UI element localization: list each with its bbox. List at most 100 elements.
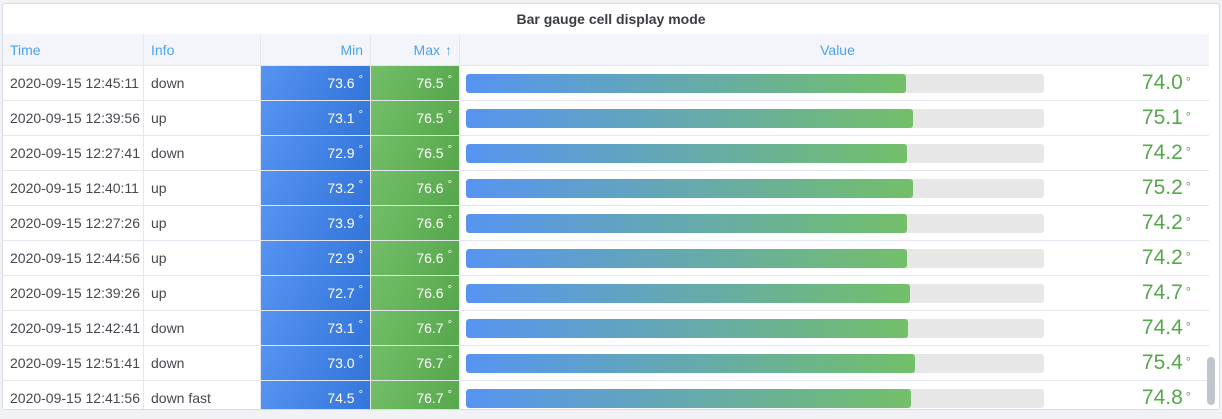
bar-gauge-fill (466, 213, 907, 233)
min-value: 73.0 (327, 355, 355, 371)
min-cell: 73.0 ° (261, 346, 371, 380)
bar-gauge-track (466, 318, 1044, 338)
degree-unit: ° (447, 144, 452, 156)
bar-gauge-fill (466, 318, 909, 338)
min-value: 73.2 (327, 180, 355, 196)
info-cell: up (144, 206, 261, 240)
table-row: 2020-09-15 12:42:41 down 73.1 ° 76.7 ° 74.… (3, 311, 1209, 346)
degree-unit: ° (358, 249, 363, 261)
value-number: 74.4 (1141, 316, 1183, 339)
max-value: 76.7 (416, 320, 444, 336)
value-cell: 75.4 ° (460, 346, 1209, 380)
vertical-scrollbar-thumb[interactable] (1207, 357, 1215, 405)
column-header-label: Value (820, 41, 855, 58)
degree-unit: ° (447, 354, 452, 366)
value-text: 74.7 ° (1044, 281, 1209, 305)
value-number: 74.2 (1141, 246, 1183, 269)
value-text: 75.1 ° (1044, 106, 1209, 130)
column-header-label: Min (340, 41, 363, 58)
max-cell: 76.6 ° (371, 276, 460, 310)
value-text: 74.0 ° (1044, 71, 1209, 95)
info-cell: down (144, 136, 261, 170)
bar-gauge-track (466, 283, 1044, 303)
max-cell: 76.6 ° (371, 206, 460, 240)
min-cell: 73.6 ° (261, 66, 371, 100)
degree-unit: ° (358, 179, 363, 191)
degree-unit: ° (447, 389, 452, 401)
min-cell: 73.9 ° (261, 206, 371, 240)
min-value: 74.5 (327, 390, 355, 406)
table-row: 2020-09-15 12:40:11 up 73.2 ° 76.6 ° 75.2 ° (3, 171, 1209, 206)
column-header-max[interactable]: Max ↑ (371, 34, 460, 65)
min-value: 73.1 (327, 110, 355, 126)
min-value: 73.9 (327, 215, 355, 231)
bar-gauge-fill (466, 248, 907, 268)
min-cell: 72.9 ° (261, 136, 371, 170)
value-number: 74.0 (1141, 71, 1183, 94)
column-header-time[interactable]: Time (3, 34, 144, 65)
table-row: 2020-09-15 12:51:41 down 73.0 ° 76.7 ° 75.… (3, 346, 1209, 381)
min-cell: 73.2 ° (261, 171, 371, 205)
table-header-row: Time Info Min Max ↑ Value (3, 34, 1209, 66)
value-cell: 74.8 ° (460, 381, 1209, 409)
bar-gauge-fill (466, 143, 907, 163)
max-cell: 76.6 ° (371, 241, 460, 275)
degree-unit: ° (1185, 284, 1191, 299)
info-cell: down fast (144, 381, 261, 409)
bar-gauge-fill (466, 283, 910, 303)
table-row: 2020-09-15 12:39:26 up 72.7 ° 76.6 ° 74.7 ° (3, 276, 1209, 311)
degree-unit: ° (358, 354, 363, 366)
column-header-min[interactable]: Min (261, 34, 371, 65)
column-header-info[interactable]: Info (144, 34, 261, 65)
bar-gauge-track (466, 178, 1044, 198)
bar-gauge-fill (466, 388, 912, 408)
max-value: 76.6 (416, 285, 444, 301)
bar-gauge-fill (466, 178, 914, 198)
degree-unit: ° (447, 214, 452, 226)
degree-unit: ° (1185, 389, 1191, 404)
sort-ascending-icon: ↑ (445, 41, 452, 58)
table-row: 2020-09-15 12:27:26 up 73.9 ° 76.6 ° 74.2 ° (3, 206, 1209, 241)
degree-unit: ° (1185, 144, 1191, 159)
info-cell: up (144, 241, 261, 275)
bar-gauge-track (466, 143, 1044, 163)
info-cell: up (144, 171, 261, 205)
time-cell: 2020-09-15 12:42:41 (3, 311, 144, 345)
min-cell: 73.1 ° (261, 311, 371, 345)
panel-title[interactable]: Bar gauge cell display mode (516, 11, 706, 27)
max-value: 76.6 (416, 180, 444, 196)
value-cell: 74.2 ° (460, 241, 1209, 275)
max-cell: 76.5 ° (371, 136, 460, 170)
value-text: 74.8 ° (1044, 386, 1209, 409)
min-value: 72.7 (327, 285, 355, 301)
info-cell: up (144, 276, 261, 310)
max-cell: 76.5 ° (371, 101, 460, 135)
bar-gauge-fill (466, 108, 913, 128)
column-header-label: Max (413, 41, 440, 58)
info-cell: up (144, 101, 261, 135)
degree-unit: ° (358, 144, 363, 156)
degree-unit: ° (358, 319, 363, 331)
bar-gauge-track (466, 388, 1044, 408)
value-number: 75.4 (1141, 351, 1183, 374)
info-cell: down (144, 346, 261, 380)
max-cell: 76.6 ° (371, 171, 460, 205)
min-value: 72.9 (327, 145, 355, 161)
max-value: 76.5 (416, 145, 444, 161)
value-number: 74.2 (1141, 141, 1183, 164)
time-cell: 2020-09-15 12:27:41 (3, 136, 144, 170)
column-header-label: Info (151, 41, 175, 58)
column-header-value[interactable]: Value (460, 34, 1209, 65)
value-cell: 74.2 ° (460, 206, 1209, 240)
min-cell: 73.1 ° (261, 101, 371, 135)
degree-unit: ° (447, 179, 452, 191)
info-cell: down (144, 311, 261, 345)
value-number: 75.1 (1141, 106, 1183, 129)
value-cell: 74.7 ° (460, 276, 1209, 310)
bar-gauge-track (466, 213, 1044, 233)
bar-gauge-fill (466, 353, 915, 373)
degree-unit: ° (1185, 74, 1191, 89)
table-panel: Bar gauge cell display mode Time Info Mi… (2, 3, 1220, 410)
value-cell: 74.2 ° (460, 136, 1209, 170)
time-cell: 2020-09-15 12:40:11 (3, 171, 144, 205)
